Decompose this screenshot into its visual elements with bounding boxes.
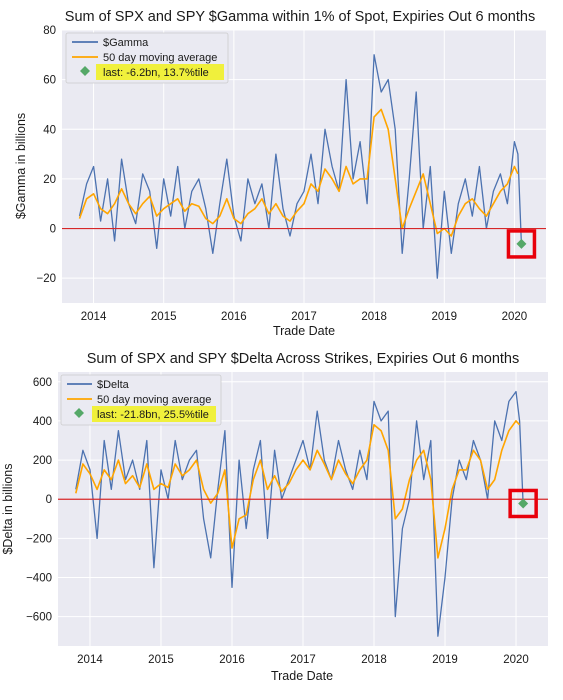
delta-x-tick-label: 2014 [77, 654, 103, 666]
delta-y-tick-labels: 600 400 200 0 −200 −400 −600 [26, 377, 52, 624]
delta-legend-highlight [92, 406, 216, 422]
gamma-legend-label-ma: 50 day moving average [103, 52, 217, 64]
gamma-y-axis-label: $Gamma in billions [14, 113, 28, 219]
gamma-legend-label-last: last: -6.2bn, 13.7%tile [103, 67, 209, 79]
delta-x-tick-label: 2020 [503, 654, 529, 666]
gamma-x-tick-label: 2020 [502, 311, 528, 323]
delta-series-lines [75, 390, 524, 637]
gamma-y-tick-label: 40 [43, 124, 56, 136]
delta-y-tick-label: 200 [33, 455, 52, 467]
gamma-legend-highlight [96, 64, 224, 80]
delta-y-tick-label: −600 [26, 612, 52, 624]
delta-legend: $Delta 50 day moving average last: -21.8… [60, 374, 222, 426]
gamma-last-point-group [506, 229, 537, 259]
delta-x-tick-label: 2015 [148, 654, 174, 666]
delta-legend-label-series: $Delta [97, 379, 130, 391]
delta-chart-title: Sum of SPX and SPY $Delta Across Strikes… [87, 351, 520, 367]
gamma-chart: Sum of SPX and SPY $Gamma within 1% of S… [14, 9, 546, 338]
delta-moving-average-line [75, 420, 521, 559]
gamma-x-tick-label: 2016 [221, 311, 247, 323]
delta-last-point-group [508, 488, 538, 519]
delta-x-tick-label: 2016 [219, 654, 245, 666]
gamma-last-point-marker [516, 238, 527, 249]
gamma-highlight-box [506, 229, 537, 259]
delta-y-tick-label: −200 [26, 533, 52, 545]
gamma-x-tick-label: 2014 [81, 311, 107, 323]
gamma-y-tick-label: 60 [43, 75, 56, 87]
gamma-legend-last-marker [80, 66, 90, 76]
delta-legend-label-ma: 50 day moving average [97, 394, 211, 406]
delta-last-point-marker [518, 498, 529, 509]
gamma-x-tick-label: 2018 [361, 311, 387, 323]
delta-x-axis-label: Trade Date [271, 669, 333, 683]
gamma-x-tick-labels: 2014 2015 2016 2017 2018 2019 2020 [81, 311, 527, 323]
gamma-y-tick-label: 20 [43, 174, 56, 186]
delta-y-tick-label: −400 [26, 573, 52, 585]
delta-y-tick-label: 600 [33, 377, 52, 389]
gamma-moving-average-line [78, 108, 519, 237]
delta-chart: Sum of SPX and SPY $Delta Across Strikes… [1, 351, 548, 683]
delta-y-axis-label: $Delta in billions [1, 463, 15, 554]
delta-series-line [75, 390, 524, 637]
gamma-y-tick-labels: 80 60 40 20 0 −20 [36, 25, 56, 285]
delta-y-tick-label: 0 [46, 494, 52, 506]
delta-x-tick-label: 2019 [432, 654, 458, 666]
gamma-y-tick-label: 0 [50, 224, 56, 236]
delta-y-tick-label: 400 [33, 416, 52, 428]
gamma-series-lines [78, 54, 523, 279]
gamma-y-tick-label: 80 [43, 25, 56, 37]
delta-x-tick-labels: 2014 2015 2016 2017 2018 2019 2020 [77, 654, 529, 666]
gamma-x-tick-label: 2017 [291, 311, 317, 323]
delta-highlight-box [508, 488, 538, 519]
delta-legend-label-last: last: -21.8bn, 25.5%tile [97, 409, 209, 421]
gamma-x-axis-label: Trade Date [273, 324, 335, 338]
gamma-x-tick-label: 2019 [431, 311, 457, 323]
gamma-chart-title: Sum of SPX and SPY $Gamma within 1% of S… [65, 9, 535, 25]
delta-legend-last-marker [74, 408, 84, 418]
delta-x-tick-label: 2018 [361, 654, 387, 666]
delta-x-tick-label: 2017 [290, 654, 316, 666]
gamma-series-line [78, 54, 523, 279]
gamma-legend: $Gamma 50 day moving average last: -6.2b… [65, 32, 229, 84]
gamma-legend-label-series: $Gamma [103, 37, 149, 49]
gamma-x-tick-label: 2015 [151, 311, 177, 323]
gamma-y-tick-label: −20 [36, 273, 56, 285]
